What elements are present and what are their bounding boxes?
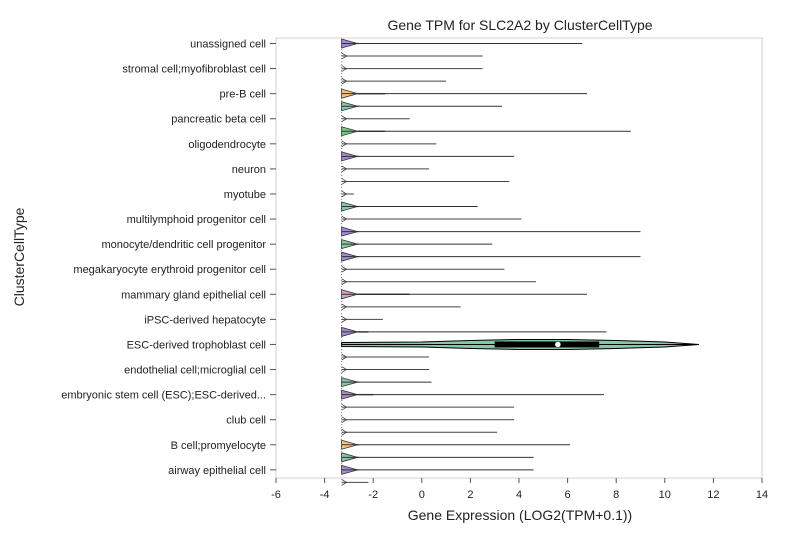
violin-median-dot (554, 341, 562, 348)
y-category-label: oligodendrocyte (188, 139, 266, 151)
x-tick-label: 8 (613, 489, 619, 501)
x-tick-label: 4 (516, 489, 522, 501)
violin-row-14 (341, 201, 478, 212)
violin-iqr-box (494, 341, 600, 348)
y-category-label: myotube (224, 189, 266, 201)
y-category-labels: unassigned cell stromal cell;myofibroblas… (61, 39, 276, 477)
violin-row-29 (341, 389, 605, 400)
x-tick-label: 12 (707, 489, 719, 501)
violin-row-2 (341, 52, 483, 60)
violin-row-16 (341, 226, 641, 237)
violin-row-6 (341, 101, 502, 112)
violins-group (341, 38, 699, 486)
violin-row-9 (341, 140, 437, 148)
violin-row-3 (341, 65, 483, 72)
x-tick-label: -6 (271, 489, 281, 501)
x-tick-label: -2 (368, 489, 378, 501)
violin-row-12 (341, 178, 510, 185)
violin-row-7 (341, 115, 410, 123)
violin-row-23 (341, 316, 383, 323)
plot-area (275, 37, 763, 479)
y-category-label: unassigned cell (190, 39, 266, 51)
violin-row-27 (341, 366, 430, 373)
y-category-label: megakaryocyte erythroid progenitor cell (73, 264, 266, 276)
x-axis-label: Gene Expression (LOG2(TPM+0.1)) (408, 507, 632, 523)
violin-row-17 (341, 239, 493, 250)
violin-row-34 (341, 452, 534, 463)
y-category-label: pancreatic beta cell (171, 114, 266, 126)
violin-row-30 (341, 403, 515, 411)
violin-row-24 (341, 326, 607, 337)
violin-row-21 (341, 289, 588, 300)
x-tick-label: 14 (756, 489, 768, 501)
y-category-label: embryonic stem cell (ESC);ESC-derived... (61, 390, 266, 402)
violin-row-32 (341, 428, 498, 436)
violin-row-15 (341, 215, 522, 223)
violin-row-26 (341, 353, 430, 361)
y-category-label: airway epithelial cell (168, 465, 266, 477)
x-axis-ticks: -6 -4 -2 0 2 4 6 8 10 12 14 (271, 478, 768, 501)
y-category-label: monocyte/dendritic cell progenitor (102, 239, 267, 251)
violin-row-5 (341, 88, 588, 99)
y-category-label: iPSC-derived hepatocyte (144, 314, 266, 326)
y-axis-label: ClusterCellType (11, 207, 27, 306)
violin-row-8 (341, 126, 631, 137)
y-category-label: neuron (232, 164, 266, 176)
violin-row-31 (341, 416, 515, 424)
violin-row-11 (341, 165, 430, 173)
y-category-label: stromal cell;myofibroblast cell (122, 64, 266, 76)
y-category-label: pre-B cell (220, 89, 266, 101)
violin-row-22 (341, 303, 461, 311)
x-tick-label: 0 (419, 489, 425, 501)
violin-row-10 (341, 151, 515, 162)
y-category-label: B cell;promyelocyte (171, 440, 266, 452)
x-tick-label: 10 (659, 489, 671, 501)
x-tick-label: 2 (467, 489, 473, 501)
y-category-label: endothelial cell;microglial cell (124, 365, 266, 377)
x-tick-label: 6 (565, 489, 571, 501)
violin-row-13 (341, 190, 354, 198)
x-tick-label: -4 (320, 489, 330, 501)
violin-row-18 (341, 251, 641, 262)
violin-row-33 (341, 439, 571, 450)
y-category-label: multilymphoid progenitor cell (127, 214, 266, 226)
violin-row-19 (341, 265, 505, 273)
y-category-label: mammary gland epithelial cell (121, 289, 266, 301)
violin-row-35 (341, 464, 534, 475)
violin-row-25 (341, 338, 699, 350)
violin-row-1 (341, 38, 583, 49)
y-category-label: ESC-derived trophoblast cell (127, 339, 266, 351)
y-category-label: club cell (226, 415, 266, 427)
violin-row-36 (341, 479, 369, 486)
chart-title: Gene TPM for SLC2A2 by ClusterCellType (387, 17, 652, 33)
violin-row-20 (341, 278, 537, 286)
violin-row-28 (341, 377, 432, 388)
violin-row-4 (341, 77, 447, 85)
